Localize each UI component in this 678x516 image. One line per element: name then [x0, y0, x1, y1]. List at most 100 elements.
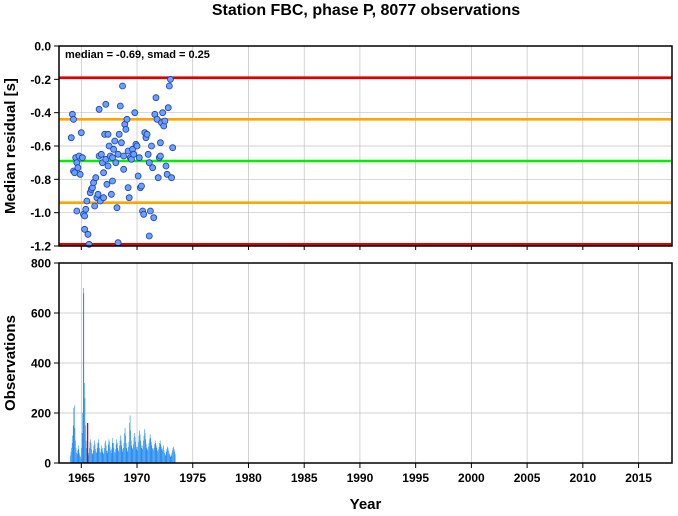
- highlight-bar: [86, 423, 89, 463]
- observation-bar: [106, 450, 107, 463]
- observation-bar: [103, 454, 104, 463]
- observation-bar: [71, 448, 72, 463]
- observation-bar: [87, 455, 89, 463]
- observation-bar: [119, 440, 121, 463]
- observation-bar: [84, 383, 85, 463]
- residual-y-axis-label: Median residual [s]: [2, 78, 19, 214]
- observation-bar: [113, 448, 115, 463]
- observation-bar: [153, 448, 155, 463]
- observation-bar: [88, 453, 90, 463]
- residual-point: [159, 109, 167, 117]
- residual-point: [91, 202, 99, 210]
- observation-bar: [144, 429, 145, 463]
- observation-bar: [105, 445, 107, 463]
- observation-bar: [118, 451, 120, 463]
- observation-bar: [133, 444, 134, 463]
- observation-bar: [111, 443, 113, 463]
- observation-bar: [81, 448, 82, 463]
- x-tick-label: 1995: [402, 471, 429, 485]
- residual-point: [81, 225, 89, 233]
- residual-point: [149, 164, 157, 172]
- observation-bar: [118, 450, 119, 463]
- residual-point: [115, 130, 123, 138]
- observation-bar: [130, 440, 132, 463]
- observation-bar: [89, 441, 91, 463]
- residual-point: [83, 197, 91, 205]
- residual-point: [97, 150, 105, 158]
- x-axis-label: Year: [350, 496, 382, 511]
- observation-bar: [113, 443, 114, 463]
- observation-bar: [77, 445, 79, 463]
- residual-point: [109, 154, 116, 162]
- observation-bar: [124, 433, 125, 463]
- x-tick-label: 1965: [68, 471, 95, 485]
- observation-bar: [141, 448, 143, 463]
- observation-bar: [99, 451, 101, 463]
- residual-point: [162, 162, 170, 170]
- observation-bar: [76, 453, 77, 463]
- observation-bar: [160, 444, 162, 463]
- observation-bar: [137, 450, 138, 463]
- residual-point: [100, 169, 107, 177]
- observation-bar: [72, 435, 73, 463]
- observation-bar: [171, 455, 172, 463]
- observation-bar: [158, 449, 159, 463]
- observation-bar: [122, 451, 124, 463]
- residual-point: [124, 184, 132, 192]
- observation-bar: [96, 448, 98, 463]
- x-tick-label: 1980: [235, 471, 262, 485]
- observation-bar: [79, 455, 81, 463]
- observation-bar: [120, 435, 121, 463]
- observation-bar: [166, 449, 168, 463]
- x-tick-label: 2015: [625, 471, 652, 485]
- observation-bar: [86, 448, 87, 463]
- residual-point: [82, 205, 90, 213]
- residual-point: [145, 232, 153, 240]
- observation-bar: [145, 444, 147, 463]
- observation-bar: [169, 454, 170, 463]
- observation-bar: [124, 428, 126, 463]
- residual-point: [152, 94, 160, 102]
- residual-point: [122, 125, 130, 133]
- observation-bar: [75, 448, 77, 463]
- residual-point: [112, 159, 120, 167]
- residual-point: [110, 145, 118, 153]
- residual-point: [125, 194, 133, 202]
- observation-bar: [70, 451, 72, 463]
- observation-bar: [121, 449, 123, 463]
- observations-panel-frame: [58, 262, 673, 464]
- observation-bar: [125, 443, 127, 463]
- observation-bar: [154, 444, 155, 463]
- observation-bar: [115, 449, 116, 463]
- observation-bar: [84, 398, 86, 463]
- residual-point: [105, 142, 113, 150]
- observation-bar: [116, 439, 117, 463]
- observation-bar: [92, 454, 94, 463]
- observation-bar: [104, 443, 106, 463]
- observation-bar: [117, 448, 119, 463]
- observation-bar: [174, 451, 175, 463]
- residual-point: [116, 102, 124, 110]
- observation-bar: [133, 438, 135, 463]
- observation-bar: [144, 433, 146, 463]
- observation-bar: [162, 450, 163, 463]
- residual-point: [84, 230, 92, 238]
- observation-bar: [97, 443, 99, 463]
- observation-bar: [75, 440, 76, 463]
- observation-bar: [71, 443, 73, 463]
- residual-point: [157, 152, 164, 160]
- residual-point: [165, 82, 173, 90]
- observation-bar: [171, 453, 173, 463]
- observation-bar: [149, 439, 150, 463]
- observation-bar: [96, 453, 97, 463]
- residual-point: [133, 142, 141, 150]
- observation-bar: [162, 448, 164, 463]
- observation-bar: [108, 444, 109, 463]
- residual-point: [70, 115, 77, 123]
- observation-bar: [95, 451, 97, 463]
- residual-point: [67, 134, 75, 142]
- residual-point: [119, 82, 126, 90]
- observation-bar: [174, 454, 176, 463]
- residual-y-tick-label: 0.0: [34, 40, 51, 54]
